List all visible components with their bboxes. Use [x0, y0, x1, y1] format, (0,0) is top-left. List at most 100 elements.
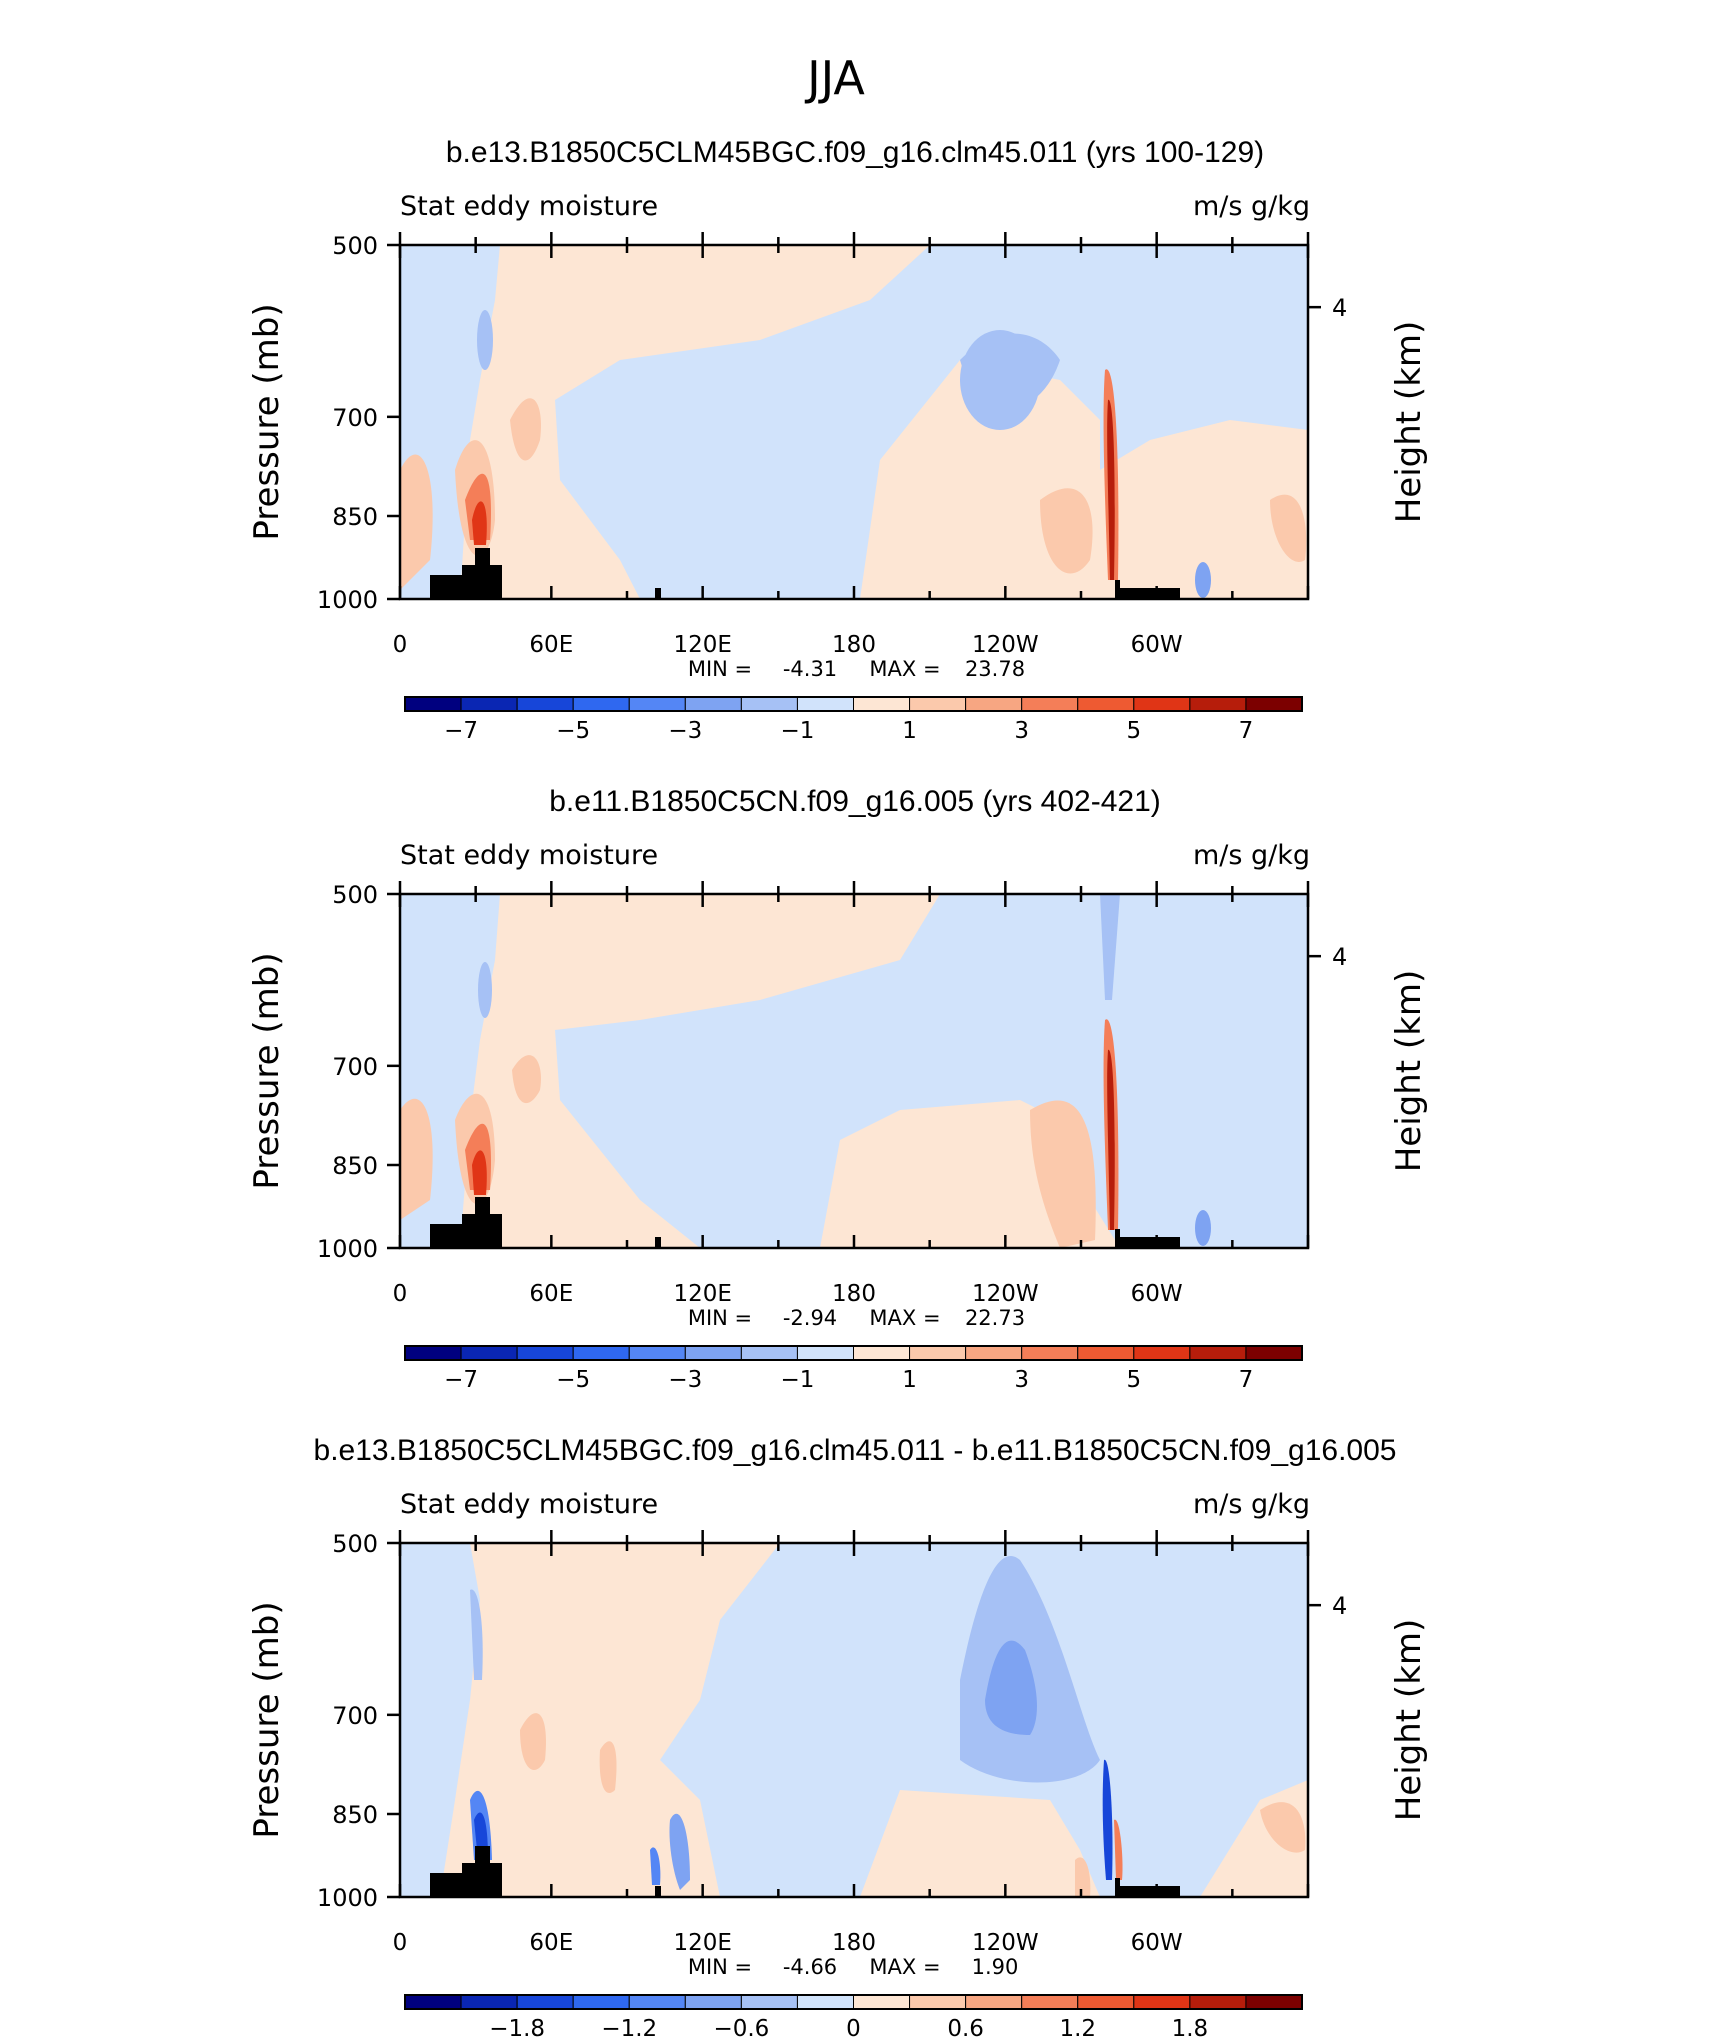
y-tick-label: 500 [332, 232, 378, 260]
colorbar-swatch [516, 1994, 574, 2010]
colorbar-label: 3 [1014, 1367, 1029, 1393]
colorbar-swatch [1133, 1994, 1191, 2010]
colorbar-swatch [965, 1345, 1023, 1361]
colorbar-label: −7 [444, 1367, 478, 1393]
colorbar-label: −0.6 [713, 2016, 769, 2038]
colorbar-swatch [1077, 1345, 1135, 1361]
panel-left-label: Stat eddy moisture [400, 840, 658, 871]
panel-title: b.e13.B1850C5CLM45BGC.f09_g16.clm45.011 … [314, 1434, 1397, 1467]
colorbar-frame [404, 1994, 1303, 2010]
colorbar-label: −5 [556, 718, 590, 744]
right-axis-label: Height (km) [1389, 321, 1429, 524]
colorbar-swatch [853, 696, 911, 712]
colorbar-swatch [853, 1345, 911, 1361]
heatmap-field [400, 245, 1308, 599]
y-axis-label: Pressure (mb) [247, 303, 287, 540]
right-axis-label: Height (km) [1389, 970, 1429, 1173]
colorbar-label: 0 [846, 2016, 861, 2038]
y-tick-label: 850 [332, 503, 378, 531]
x-tick-label: 60E [529, 632, 573, 658]
colorbar-swatch [740, 1345, 798, 1361]
colorbar-frame [404, 1345, 1303, 1361]
x-tick-label: 180 [832, 632, 876, 658]
colorbar-swatch [404, 696, 462, 712]
max-value: 1.90 [972, 1955, 1019, 1979]
panel-1: b.e13.B1850C5CLM45BGC.f09_g16.clm45.011 … [247, 136, 1429, 744]
colorbar-swatch [909, 1345, 967, 1361]
x-tick-label: 60W [1131, 1930, 1183, 1956]
colorbar-swatch [684, 696, 742, 712]
colorbar-swatch [628, 696, 686, 712]
x-tick-label: 180 [832, 1281, 876, 1307]
colorbar-swatch [796, 1345, 854, 1361]
colorbar-label: −1 [780, 718, 814, 744]
y-tick-label: 500 [332, 1530, 378, 1558]
colorbar-swatch [965, 1994, 1023, 2010]
panel-title: b.e13.B1850C5CLM45BGC.f09_g16.clm45.011 … [446, 136, 1264, 169]
panel-left-label: Stat eddy moisture [400, 191, 658, 222]
x-tick-label: 60E [529, 1930, 573, 1956]
colorbar-swatch [1189, 696, 1247, 712]
figure-title: JJA [804, 51, 865, 105]
colorbar-swatch [1133, 1345, 1191, 1361]
x-tick-label: 60W [1131, 1281, 1183, 1307]
colorbar-swatch [460, 1345, 518, 1361]
colorbar: −7 −5 −3 −1 1 3 5 7 [404, 696, 1303, 744]
colorbar-swatch [1133, 696, 1191, 712]
y-tick-label: 700 [332, 1053, 378, 1081]
colorbar-swatch [740, 1994, 798, 2010]
colorbar-swatch [628, 1994, 686, 2010]
y-tick-label: 500 [332, 881, 378, 909]
colorbar-swatch [404, 1994, 462, 2010]
max-value: 22.73 [965, 1306, 1025, 1330]
max-label: MAX = [869, 1955, 940, 1979]
colorbar-label: 1.2 [1059, 2016, 1096, 2038]
x-tick-label: 60E [529, 1281, 573, 1307]
colorbar-swatch [460, 1994, 518, 2010]
panel-right-label: m/s g/kg [1193, 191, 1310, 222]
panel-title: b.e11.B1850C5CN.f09_g16.005 (yrs 402-421… [549, 785, 1161, 818]
y-tick-label: 850 [332, 1801, 378, 1829]
colorbar-swatch [1189, 1345, 1247, 1361]
colorbar-swatch [572, 1994, 630, 2010]
min-value: -4.31 [783, 657, 837, 681]
colorbar-swatch [572, 696, 630, 712]
panel-right-label: m/s g/kg [1193, 1489, 1310, 1520]
heatmap-field [400, 894, 1308, 1248]
min-label: MIN = [688, 657, 752, 681]
colorbar-label: 7 [1239, 1367, 1254, 1393]
colorbar-swatch [796, 696, 854, 712]
colorbar-swatch [516, 1345, 574, 1361]
y-tick-label: 1000 [317, 586, 378, 614]
colorbar-swatch [796, 1994, 854, 2010]
y-tick-label: 1000 [317, 1235, 378, 1263]
colorbar-swatch [628, 1345, 686, 1361]
max-label: MAX = [869, 657, 940, 681]
y-axis-label: Pressure (mb) [247, 1601, 287, 1838]
x-tick-label: 0 [393, 1930, 408, 1956]
colorbar-swatch [516, 696, 574, 712]
colorbar-label: 3 [1014, 718, 1029, 744]
x-axis-ticks: 0 60E 120E 180 120W 60W [393, 232, 1310, 658]
colorbar: −7 −5 −3 −1 1 3 5 7 [404, 1345, 1303, 1393]
y-axis-ticks: 500 700 850 1000 [317, 881, 400, 1263]
colorbar-swatch [1021, 1345, 1079, 1361]
x-axis-ticks: 0 60E 120E 180 120W 60W [393, 881, 1310, 1307]
colorbar-label: −3 [668, 718, 702, 744]
y-axis-ticks: 500 700 850 1000 [317, 232, 400, 614]
max-value: 23.78 [965, 657, 1025, 681]
right-axis-ticks: 4 [1308, 294, 1347, 322]
colorbar-swatch [1021, 696, 1079, 712]
x-tick-label: 180 [832, 1930, 876, 1956]
colorbar-label: −1.2 [601, 2016, 657, 2038]
right-tick-label: 4 [1332, 294, 1347, 322]
x-tick-label: 120E [673, 632, 731, 658]
colorbar-swatch [1077, 696, 1135, 712]
y-axis-label: Pressure (mb) [247, 952, 287, 1189]
panel-right-label: m/s g/kg [1193, 840, 1310, 871]
x-tick-label: 120W [972, 1930, 1039, 1956]
x-tick-label: 0 [393, 1281, 408, 1307]
y-axis-ticks: 500 700 850 1000 [317, 1530, 400, 1912]
colorbar-swatch [684, 1994, 742, 2010]
colorbar-label: 5 [1126, 1367, 1141, 1393]
